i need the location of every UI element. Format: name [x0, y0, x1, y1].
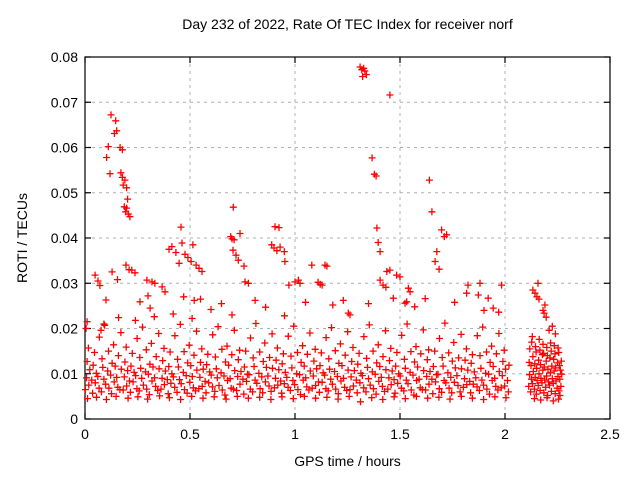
y-tick-label: 0.06 — [51, 140, 78, 156]
tick-labels: 0 0.5 1 1.5 2 2.5 0 0.01 0.02 0.03 0.04 0.05 0.06 0.0… — [51, 49, 620, 442]
y-tick-label: 0.08 — [51, 49, 78, 65]
y-tick-label: 0.01 — [51, 366, 78, 382]
x-tick-label: 0.5 — [180, 426, 200, 442]
x-tick-label: 1 — [291, 426, 299, 442]
chart-title: Day 232 of 2022, Rate Of TEC Index for r… — [182, 16, 513, 32]
series-ROTI-markers — [81, 63, 566, 406]
y-tick-label: 0.05 — [51, 185, 78, 201]
y-tick-label: 0.02 — [51, 321, 78, 337]
y-tick-label: 0 — [70, 411, 78, 427]
x-axis-label: GPS time / hours — [294, 453, 401, 469]
x-tick-label: 2 — [501, 426, 509, 442]
x-tick-label: 2.5 — [600, 426, 620, 442]
y-tick-label: 0.04 — [51, 230, 78, 246]
y-tick-label: 0.03 — [51, 275, 78, 291]
y-axis-label: ROTI / TECUs — [14, 193, 30, 283]
gridlines — [85, 57, 610, 419]
axes-and-ticks — [84, 56, 611, 420]
x-tick-label: 1.5 — [390, 426, 410, 442]
y-tick-label: 0.07 — [51, 94, 78, 110]
scatter-points — [81, 63, 566, 406]
x-tick-label: 0 — [81, 426, 89, 442]
